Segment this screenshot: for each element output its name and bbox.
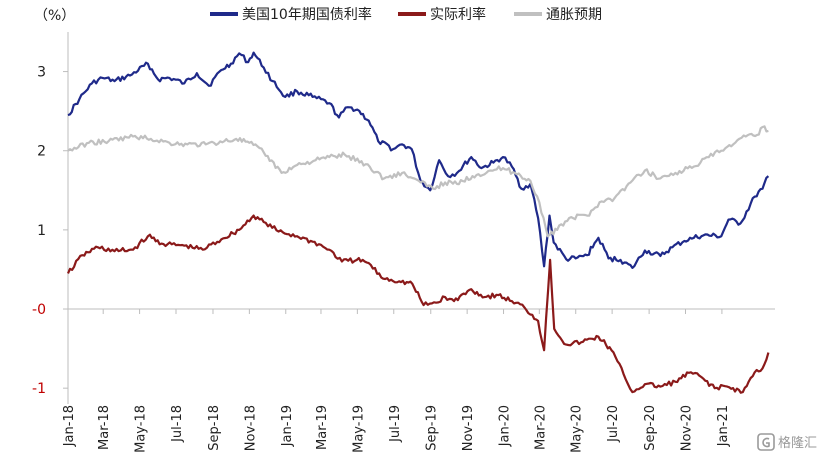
y-tick-label: -1 (32, 381, 46, 397)
x-axis-ticks: Jan-18 Mar-18 May-18 Jul-18 Sep-18 Nov-18 Jan-… (62, 309, 731, 453)
legend: 美国10年期国债利率 实际利率 通胀预期 (210, 6, 602, 23)
x-tick-label: Sep-19 (425, 405, 440, 451)
x-tick-label: Mar-18 (97, 405, 112, 450)
series-line-2 (67, 125, 769, 238)
x-tick-label: Jan-20 (498, 405, 513, 447)
legend-label-2: 通胀预期 (546, 7, 602, 23)
y-tick-label: 2 (37, 144, 46, 160)
watermark-text: 格隆汇 (778, 435, 817, 451)
watermark: 格隆汇 (757, 433, 817, 451)
x-tick-label: Nov-19 (461, 405, 476, 451)
y-tick-label: 1 (37, 223, 46, 239)
x-tick-label: Jul-20 (606, 405, 621, 443)
series-line-0 (67, 51, 770, 269)
y-tick-label: 3 (37, 65, 46, 81)
gelonghui-logo-icon (757, 433, 775, 451)
x-tick-label: May-19 (351, 405, 366, 453)
x-tick-label: Sep-20 (643, 405, 658, 451)
legend-label-1: 实际利率 (430, 6, 486, 23)
y-axis-unit-label: （%） (34, 8, 75, 24)
x-tick-label: Jan-21 (716, 405, 731, 447)
x-tick-label: Mar-20 (533, 405, 548, 450)
x-tick-label: Nov-18 (243, 405, 258, 451)
y-tick-label: -0 (32, 302, 46, 318)
x-tick-label: Nov-20 (680, 405, 695, 451)
x-tick-label: Jul-18 (170, 405, 185, 443)
x-tick-label: May-20 (570, 405, 585, 453)
x-tick-label: Jan-19 (280, 405, 295, 447)
series-lines (66, 51, 770, 394)
x-tick-label: Sep-18 (207, 405, 222, 451)
x-tick-label: Jan-18 (62, 405, 77, 447)
x-tick-label: Jul-19 (388, 405, 403, 443)
legend-label-0: 美国10年期国债利率 (242, 6, 372, 23)
x-tick-label: May-18 (134, 405, 149, 453)
series-line-1 (66, 214, 770, 394)
x-tick-label: Mar-19 (315, 405, 330, 450)
y-axis-ticks: 3 2 1 -0 -1 (32, 65, 68, 397)
